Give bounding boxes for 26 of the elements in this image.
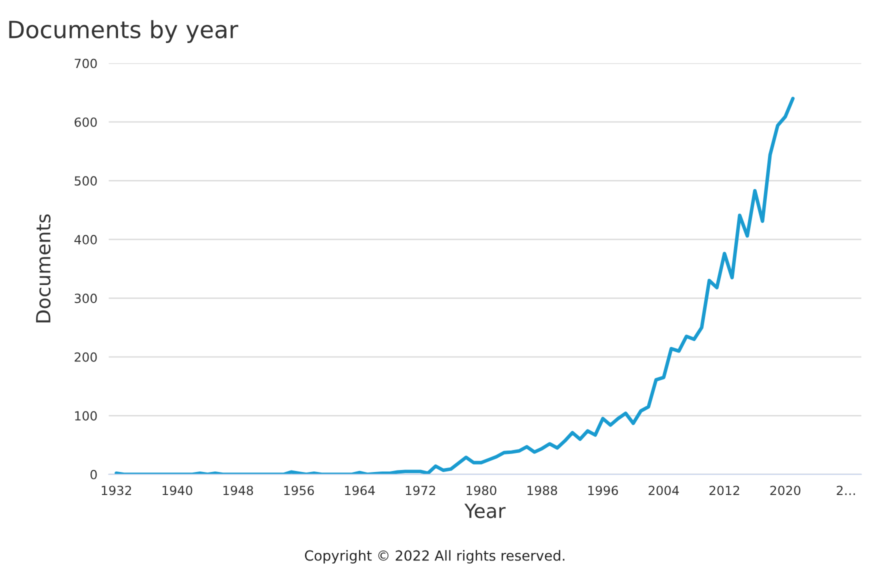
y-tick-label: 500	[74, 176, 97, 186]
chart-title: Documents by year	[9, 20, 238, 43]
x-tick-label: 1932	[102, 486, 132, 496]
x-tick-label: 2012	[709, 486, 740, 496]
x-tick-label: 1940	[162, 486, 192, 496]
x-tick-label: 1972	[406, 486, 436, 496]
y-tick-label: 0	[90, 470, 97, 480]
x-tick-label: 2020	[770, 486, 800, 496]
x-tick-label: 1956	[284, 486, 314, 496]
line-series	[114, 96, 795, 474]
x-tick-label: 2004	[648, 486, 679, 496]
y-tick-label: 700	[74, 58, 97, 68]
text: Copyright © 2022 All rights reserved.	[304, 550, 564, 564]
x-tick-label: 1948	[223, 486, 254, 496]
x-tick-label: 1964	[345, 486, 375, 496]
y-axis-title: Documents	[36, 214, 51, 322]
y-tick-label: 400	[74, 234, 97, 244]
y-tick-label: 600	[74, 117, 97, 127]
y-tick-label: 100	[75, 411, 97, 421]
x-tick-label: 1980	[466, 486, 496, 496]
y-tick-label: 200	[74, 352, 97, 362]
x-axis-title: Year	[464, 504, 506, 518]
x-tick-label: 2…	[836, 486, 855, 495]
x-tick-label: 1988	[528, 486, 558, 496]
x-tick-label: 1996	[588, 486, 618, 496]
y-tick-label: 300	[74, 294, 97, 304]
